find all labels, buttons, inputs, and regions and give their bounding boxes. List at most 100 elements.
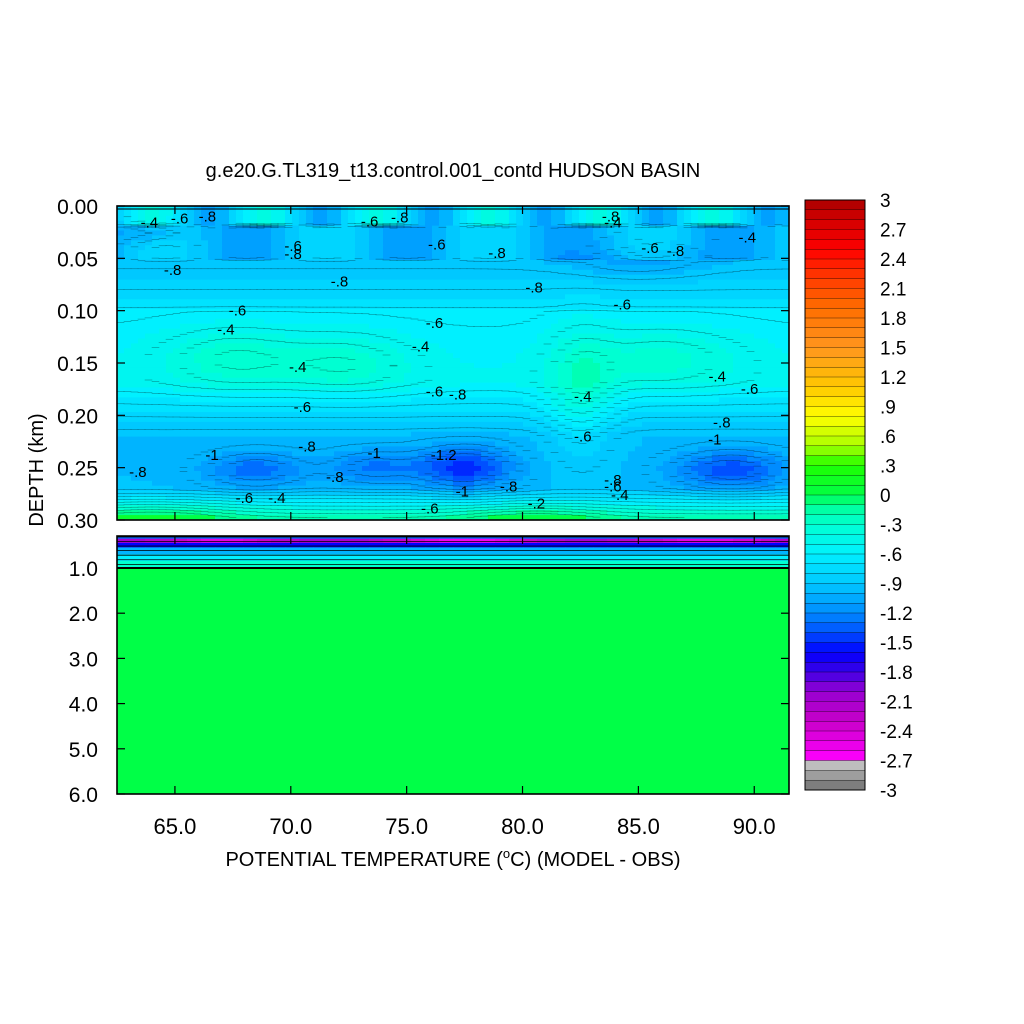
- field-cell: [628, 446, 636, 452]
- field-cell: [271, 225, 279, 232]
- field-cell: [712, 225, 720, 232]
- field-cell: [621, 353, 629, 359]
- field-cell: [481, 451, 489, 457]
- field-cell: [292, 250, 300, 256]
- field-cell: [250, 299, 258, 305]
- field-cell: [327, 250, 335, 256]
- field-cell: [327, 279, 335, 286]
- field-cell: [159, 210, 167, 217]
- field-cell: [523, 402, 531, 408]
- field-cell: [572, 456, 580, 462]
- field-cell: [222, 259, 230, 266]
- field-cell: [481, 240, 489, 246]
- field-cell: [152, 377, 160, 384]
- field-cell: [411, 225, 419, 232]
- field-cell: [649, 353, 657, 359]
- field-cell: [222, 407, 230, 413]
- field-cell: [432, 358, 440, 364]
- field-cell: [467, 269, 475, 276]
- field-cell: [523, 348, 531, 354]
- field-cell: [425, 421, 433, 428]
- field-cell: [747, 264, 755, 271]
- field-cell: [530, 284, 538, 291]
- field-cell: [628, 421, 636, 428]
- field-cell: [306, 289, 314, 295]
- field-cell: [222, 220, 230, 227]
- field-cell: [425, 446, 433, 452]
- field-cell: [607, 240, 615, 246]
- field-cell: [397, 436, 405, 443]
- field-cell: [152, 412, 160, 418]
- field-cell: [278, 431, 286, 438]
- field-cell: [180, 269, 188, 276]
- field-cell: [649, 269, 657, 276]
- field-cell: [460, 304, 468, 310]
- field-cell: [754, 245, 762, 251]
- field-cell: [348, 294, 356, 300]
- field-cell: [278, 446, 286, 452]
- field-cell: [698, 431, 706, 438]
- field-cell: [719, 441, 727, 448]
- field-cell: [173, 338, 181, 344]
- field-cell: [544, 451, 552, 457]
- field-cell: [642, 402, 650, 408]
- field-cell: [579, 274, 587, 281]
- field-cell: [516, 299, 524, 305]
- field-cell: [124, 431, 132, 438]
- field-cell: [292, 269, 300, 276]
- field-cell: [257, 441, 265, 448]
- field-cell: [390, 284, 398, 291]
- field-cell: [376, 323, 384, 330]
- field-cell: [278, 436, 286, 443]
- field-cell: [166, 328, 174, 335]
- field-cell: [355, 269, 363, 276]
- field-cell: [453, 284, 461, 291]
- field-cell: [369, 402, 377, 408]
- field-cell: [117, 343, 125, 349]
- field-cell: [152, 309, 160, 315]
- field-cell: [481, 377, 489, 384]
- field-cell: [670, 451, 678, 457]
- field-cell: [467, 309, 475, 315]
- field-cell: [768, 451, 776, 457]
- field-cell: [229, 210, 237, 217]
- field-cell: [614, 451, 622, 457]
- field-cell: [145, 382, 153, 389]
- field-cell: [768, 377, 776, 384]
- field-cell: [229, 416, 237, 423]
- field-cell: [509, 240, 517, 246]
- field-cell: [782, 367, 789, 374]
- field-cell: [418, 264, 426, 271]
- field-cell: [271, 318, 279, 325]
- field-cell: [754, 367, 762, 374]
- field-cell: [411, 328, 419, 335]
- field-cell: [551, 274, 559, 281]
- field-cell: [663, 284, 671, 291]
- field-cell: [271, 416, 279, 423]
- field-cell: [670, 407, 678, 413]
- field-cell: [691, 372, 699, 379]
- field-cell: [376, 220, 384, 227]
- field-cell: [194, 451, 202, 457]
- field-cell: [544, 299, 552, 305]
- field-cell: [726, 299, 734, 305]
- field-cell: [159, 377, 167, 384]
- field-cell: [320, 289, 328, 295]
- field-cell: [453, 367, 461, 374]
- field-cell: [474, 363, 482, 369]
- field-cell: [299, 245, 307, 251]
- field-cell: [698, 372, 706, 379]
- field-cell: [565, 348, 573, 354]
- field-cell: [439, 441, 447, 448]
- field-cell: [404, 436, 412, 443]
- field-cell: [761, 377, 769, 384]
- field-cell: [677, 328, 685, 335]
- field-cell: [362, 353, 370, 359]
- field-cell: [551, 245, 559, 251]
- field-cell: [166, 235, 174, 241]
- field-cell: [362, 367, 370, 374]
- field-cell: [404, 446, 412, 452]
- field-cell: [656, 323, 664, 330]
- field-cell: [194, 299, 202, 305]
- field-cell: [117, 215, 125, 222]
